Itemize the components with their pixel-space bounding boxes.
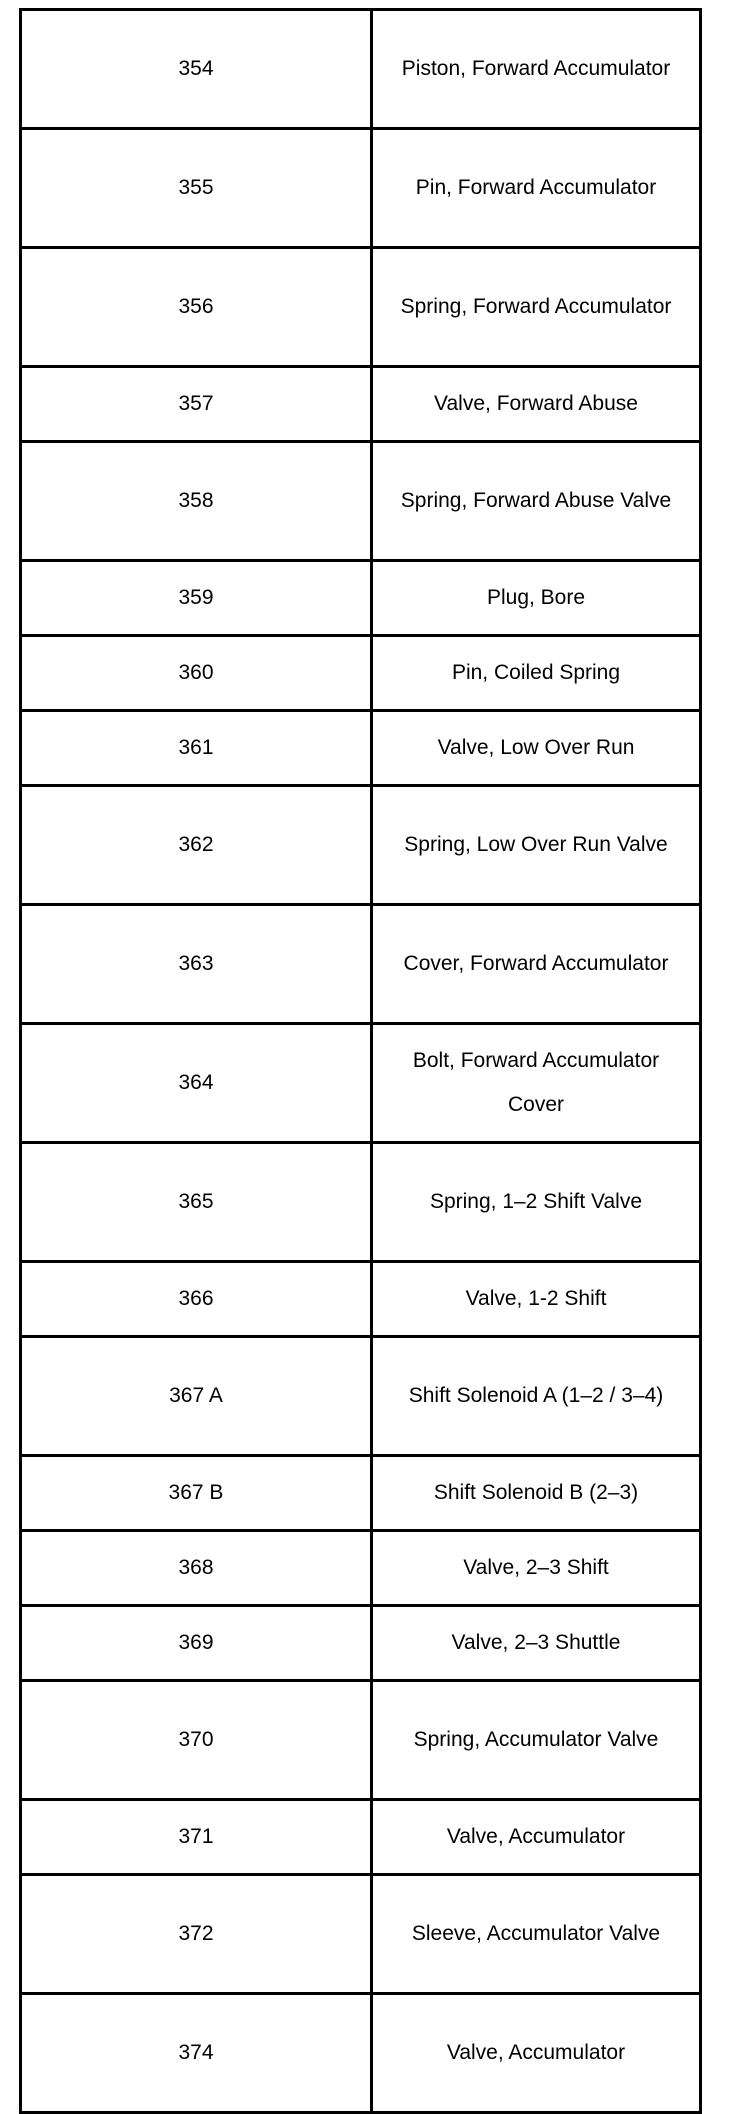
table-row: 360 Pin, Coiled Spring — [19, 634, 702, 712]
part-description: Shift Solenoid A (1–2 / 3–4) — [370, 1335, 702, 1457]
table-row: 364 Bolt, Forward Accumulator Cover — [19, 1022, 702, 1144]
table-row: 374 Valve, Accumulator — [19, 1992, 702, 2114]
part-description: Piston, Forward Accumulator — [370, 8, 702, 130]
part-description: Spring, Forward Accumulator — [370, 246, 702, 368]
part-description: Plug, Bore — [370, 559, 702, 637]
part-description: Spring, Forward Abuse Valve — [370, 440, 702, 562]
table-row: 356 Spring, Forward Accumulator — [19, 246, 702, 368]
part-description: Sleeve, Accumulator Valve — [370, 1873, 702, 1995]
table-row: 370 Spring, Accumulator Valve — [19, 1679, 702, 1801]
table-row: 362 Spring, Low Over Run Valve — [19, 784, 702, 906]
part-number: 356 — [19, 246, 373, 368]
parts-table: 354 Piston, Forward Accumulator 355 Pin, Fo… — [19, 8, 702, 2114]
table-row: 369 Valve, 2–3 Shuttle — [19, 1604, 702, 1682]
table-row: 366 Valve, 1-2 Shift — [19, 1260, 702, 1338]
part-description: Shift Solenoid B (2–3) — [370, 1454, 702, 1532]
part-number: 372 — [19, 1873, 373, 1995]
part-description: Valve, 2–3 Shuttle — [370, 1604, 702, 1682]
part-number: 369 — [19, 1604, 373, 1682]
table-row: 355 Pin, Forward Accumulator — [19, 127, 702, 249]
part-description: Spring, Accumulator Valve — [370, 1679, 702, 1801]
part-description: Valve, Low Over Run — [370, 709, 702, 787]
table-row: 358 Spring, Forward Abuse Valve — [19, 440, 702, 562]
part-number: 358 — [19, 440, 373, 562]
part-description: Valve, Accumulator — [370, 1798, 702, 1876]
part-number: 366 — [19, 1260, 373, 1338]
part-number: 367 A — [19, 1335, 373, 1457]
part-description: Bolt, Forward Accumulator Cover — [370, 1022, 702, 1144]
part-number: 367 B — [19, 1454, 373, 1532]
table-row: 365 Spring, 1–2 Shift Valve — [19, 1141, 702, 1263]
table-row: 371 Valve, Accumulator — [19, 1798, 702, 1876]
part-number: 360 — [19, 634, 373, 712]
part-description: Spring, Low Over Run Valve — [370, 784, 702, 906]
part-number: 365 — [19, 1141, 373, 1263]
table-row: 367 B Shift Solenoid B (2–3) — [19, 1454, 702, 1532]
part-number: 368 — [19, 1529, 373, 1607]
table-row: 367 A Shift Solenoid A (1–2 / 3–4) — [19, 1335, 702, 1457]
part-number: 362 — [19, 784, 373, 906]
part-description: Spring, 1–2 Shift Valve — [370, 1141, 702, 1263]
part-number: 355 — [19, 127, 373, 249]
part-number: 361 — [19, 709, 373, 787]
table-row: 357 Valve, Forward Abuse — [19, 365, 702, 443]
table-row: 359 Plug, Bore — [19, 559, 702, 637]
part-number: 357 — [19, 365, 373, 443]
part-description: Pin, Coiled Spring — [370, 634, 702, 712]
part-number: 364 — [19, 1022, 373, 1144]
part-number: 374 — [19, 1992, 373, 2114]
part-description: Valve, 1-2 Shift — [370, 1260, 702, 1338]
part-number: 371 — [19, 1798, 373, 1876]
part-number: 359 — [19, 559, 373, 637]
table-row: 354 Piston, Forward Accumulator — [19, 8, 702, 130]
part-description: Valve, Forward Abuse — [370, 365, 702, 443]
table-row: 368 Valve, 2–3 Shift — [19, 1529, 702, 1607]
parts-table-body: 354 Piston, Forward Accumulator 355 Pin, Fo… — [19, 8, 702, 2114]
part-description: Pin, Forward Accumulator — [370, 127, 702, 249]
part-description: Valve, 2–3 Shift — [370, 1529, 702, 1607]
table-row: 372 Sleeve, Accumulator Valve — [19, 1873, 702, 1995]
table-row: 363 Cover, Forward Accumulator — [19, 903, 702, 1025]
table-row: 361 Valve, Low Over Run — [19, 709, 702, 787]
part-number: 363 — [19, 903, 373, 1025]
part-description: Valve, Accumulator — [370, 1992, 702, 2114]
part-number: 354 — [19, 8, 373, 130]
part-description: Cover, Forward Accumulator — [370, 903, 702, 1025]
part-number: 370 — [19, 1679, 373, 1801]
